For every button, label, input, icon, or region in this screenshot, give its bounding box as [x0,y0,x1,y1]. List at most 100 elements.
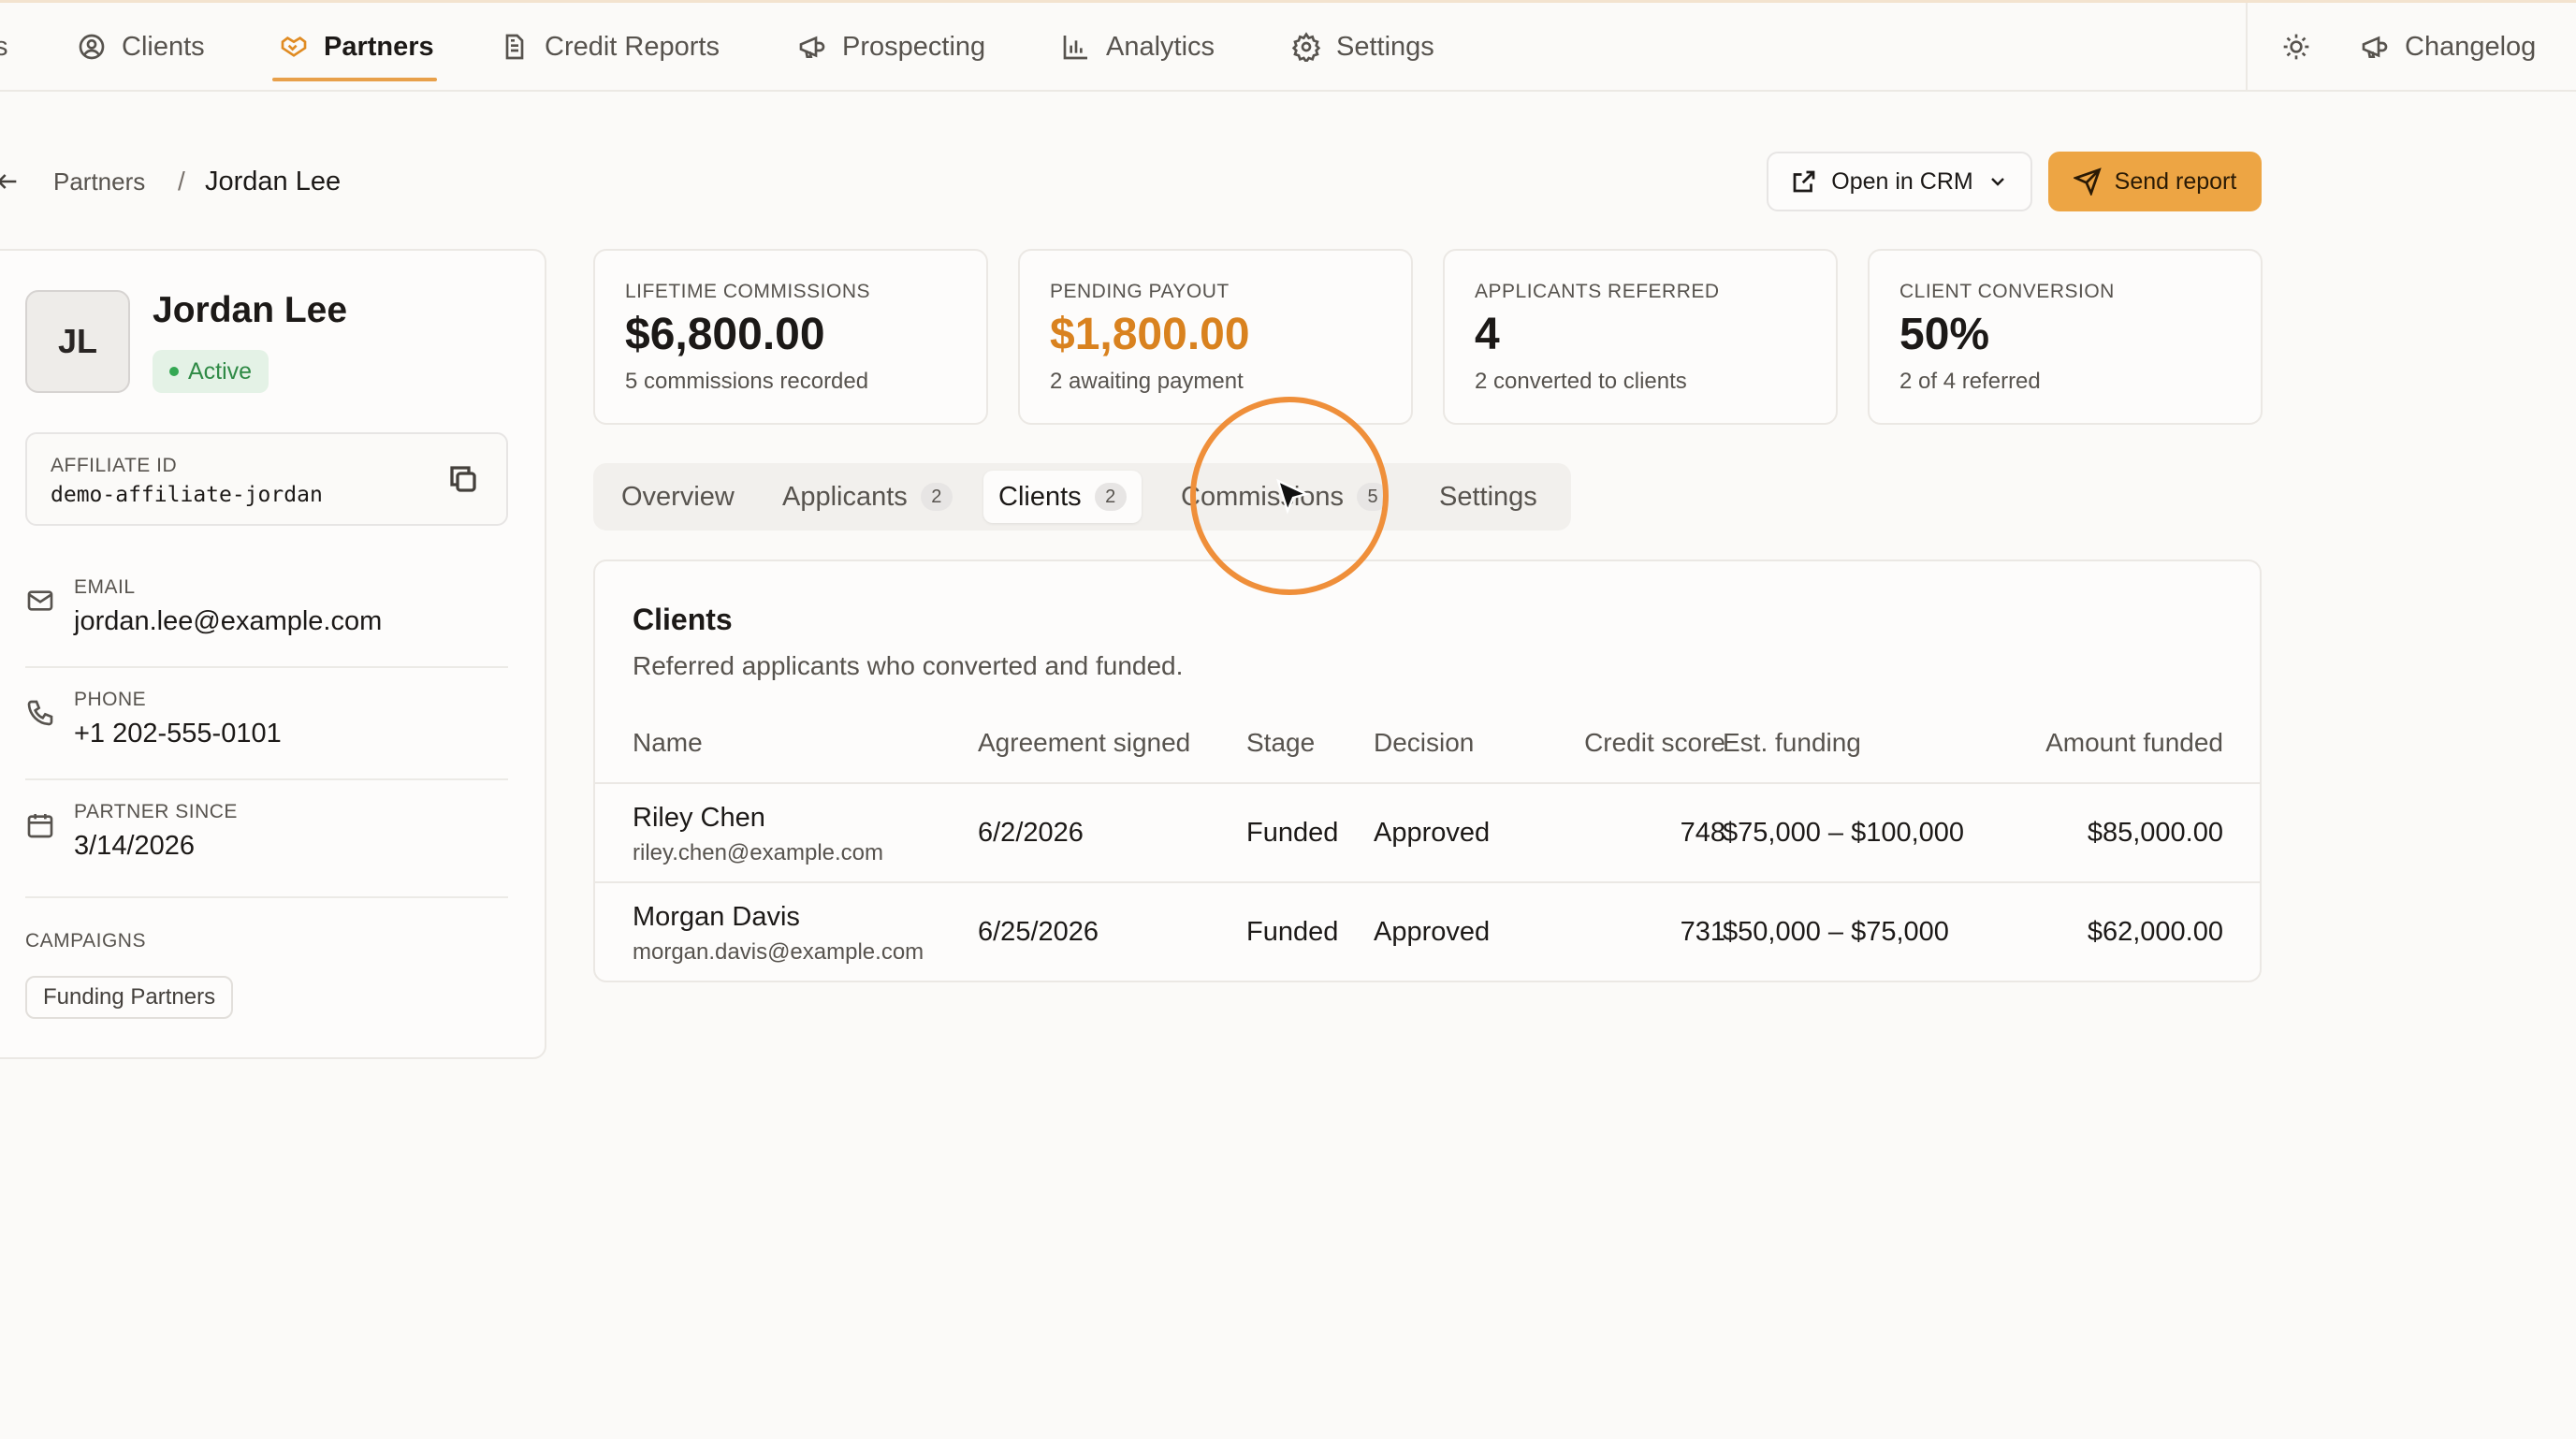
nav-item-truncated[interactable]: s [0,31,8,62]
amount-funded: $62,000.00 [2087,917,2223,947]
decision: Approved [1374,917,1491,947]
section-description: Referred applicants who converted and fu… [633,651,1184,680]
email-field: EMAIL jordan.lee@example.com [25,558,508,668]
column-header: Amount funded [2045,728,2223,757]
decision: Approved [1374,818,1491,848]
stat-value: $1,800.00 [1050,310,1250,359]
est-funding: $50,000 – $75,000 [1723,917,1949,947]
copy-icon[interactable] [446,462,480,496]
avatar: JL [25,290,130,393]
back-arrow-icon[interactable] [0,168,21,195]
client-email: morgan.davis@example.com [633,939,924,965]
email-label: EMAIL [74,576,136,598]
stat-subtext: 2 of 4 referred [1899,369,2041,394]
bar-chart-icon [1063,36,1087,60]
gear-icon [1291,32,1321,62]
affiliate-id-box: AFFILIATE ID demo-affiliate-jordan [25,432,508,526]
agreement-signed: 6/2/2026 [978,818,1084,848]
stage: Funded [1246,818,1339,848]
campaign-tag[interactable]: Funding Partners [25,976,234,1019]
agreement-signed: 6/25/2026 [978,917,1099,947]
chevron-down-icon [1990,178,2004,186]
credit-score: 748 [1680,818,1725,848]
tab-clients[interactable]: Clients 2 [983,471,1142,523]
column-header: Est. funding [1723,728,1861,757]
partner-since-field: PARTNER SINCE 3/14/2026 [25,782,508,898]
est-funding: $75,000 – $100,000 [1723,818,1965,848]
phone-field: PHONE +1 202-555-0101 [25,670,508,780]
nav-item-partners[interactable]: Partners [279,3,434,91]
open-in-crm-button[interactable]: Open in CRM [1767,152,2032,211]
send-icon [2073,167,2102,196]
external-link-icon [1793,170,1815,193]
breadcrumb-partners-link[interactable]: Partners [53,167,146,196]
breadcrumb-current: Jordan Lee [205,166,342,196]
stat-subtext: 2 awaiting payment [1050,369,1244,394]
phone-icon [27,700,53,726]
email-value[interactable]: jordan.lee@example.com [74,606,383,636]
column-header: Credit score [1584,728,1725,757]
stat-label: PENDING PAYOUT [1050,281,1230,302]
send-report-label: Send report [2114,167,2237,195]
sun-icon [2283,34,2309,60]
stat-value: 50% [1899,310,1990,359]
nav-item-prospecting[interactable]: Prospecting [797,3,985,91]
column-header: Decision [1374,728,1475,757]
tab-overview[interactable]: Overview [621,481,735,512]
partner-since-label: PARTNER SINCE [74,801,238,822]
status-dot [169,367,179,376]
stage: Funded [1246,917,1339,947]
nav-item-credit-reports[interactable]: Credit Reports [500,3,720,91]
amount-funded: $85,000.00 [2087,818,2223,848]
nav-label: Credit Reports [545,31,720,62]
stat-label: LIFETIME COMMISSIONS [625,281,871,302]
stat-pending-payout: PENDING PAYOUT $1,800.00 2 awaiting paym… [1018,249,1413,425]
click-highlight-ring [1190,397,1389,595]
stat-value: 4 [1475,310,1500,359]
nav-item-settings[interactable]: Settings [1291,3,1434,91]
send-report-button[interactable]: Send report [2048,152,2262,211]
phone-label: PHONE [74,689,147,710]
nav-label: Settings [1336,31,1434,62]
stat-subtext: 2 converted to clients [1475,369,1687,394]
nav-item-analytics[interactable]: Analytics [1061,3,1215,91]
active-nav-indicator [272,78,437,81]
client-name[interactable]: Morgan Davis [633,902,800,932]
stat-value: $6,800.00 [625,310,825,359]
calendar-icon [27,814,53,838]
tab-settings[interactable]: Settings [1439,481,1537,512]
client-email: riley.chen@example.com [633,840,884,865]
client-name[interactable]: Riley Chen [633,803,765,833]
campaigns-label: CAMPAIGNS [25,930,146,952]
document-icon [505,34,524,60]
tab-count: 2 [1094,483,1127,511]
column-header: Name [633,728,703,757]
megaphone-icon [2362,36,2388,58]
stat-label: CLIENT CONVERSION [1899,281,2115,302]
nav-label: Analytics [1106,31,1215,62]
nav-label: Prospecting [842,31,986,62]
credit-score: 731 [1680,917,1725,947]
top-nav: s Clients Partners Credit Reports Prospe… [0,0,2576,92]
partner-name: Jordan Lee [153,290,348,330]
open-in-crm-label: Open in CRM [1831,167,1973,195]
mouse-pointer-icon [1276,478,1310,515]
megaphone-icon [799,36,825,58]
changelog-link[interactable]: Changelog [2360,3,2536,91]
mail-icon [27,590,53,611]
stat-applicants-referred: APPLICANTS REFERRED 4 2 converted to cli… [1443,249,1838,425]
handshake-icon [281,36,307,57]
phone-value[interactable]: +1 202-555-0101 [74,719,282,749]
status-badge: Active [153,350,269,393]
theme-toggle[interactable] [2281,3,2311,91]
stat-subtext: 5 commissions recorded [625,369,869,394]
nav-divider [2246,3,2248,91]
stat-label: APPLICANTS REFERRED [1475,281,1720,302]
table-divider [595,782,2260,784]
tab-applicants[interactable]: Applicants 2 [767,471,968,523]
detail-tabs: Overview Applicants 2 Clients 2 Commission… [593,463,1571,531]
breadcrumb-separator: / [178,167,185,196]
table-divider [595,881,2260,883]
nav-item-clients[interactable]: Clients [77,3,205,91]
column-header: Agreement signed [978,728,1191,757]
